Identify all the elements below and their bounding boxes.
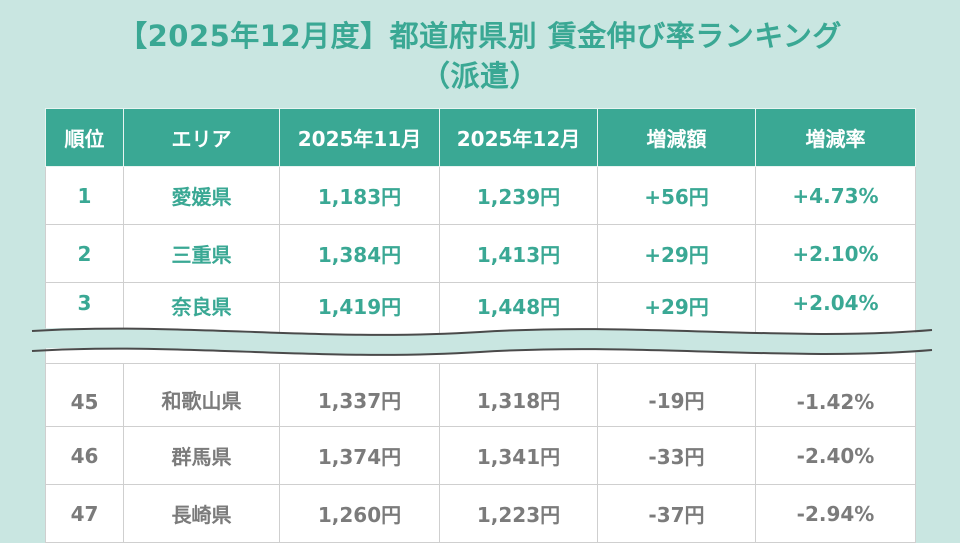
- cell-rank: 46: [45, 426, 124, 485]
- cell-nov: 1,384円: [279, 224, 440, 283]
- header-dec-2025: 2025年12月: [439, 108, 598, 167]
- header-rank: 順位: [45, 108, 124, 167]
- cell-change-amount: -19円: [597, 363, 756, 427]
- cell-area: 愛媛県: [123, 166, 280, 225]
- table-header-row: 順位 エリア 2025年11月 2025年12月 増減額 増減率: [45, 108, 916, 167]
- cell-change-rate: +2.04%: [755, 282, 916, 337]
- cell-dec: 1,223円: [439, 484, 598, 543]
- cell-change-amount: +29円: [597, 224, 756, 283]
- cell-change-rate: -2.94%: [755, 484, 916, 543]
- cell-nov: 1,337円: [279, 363, 440, 427]
- cell-area: 三重県: [123, 224, 280, 283]
- break-line-upper: [31, 327, 933, 336]
- cell-change-rate: -2.40%: [755, 426, 916, 485]
- cell-rank: 47: [45, 484, 124, 543]
- page-title: 【2025年12月度】都道府県別 賃金伸び率ランキング: [118, 19, 842, 53]
- cell-rank: 45: [45, 363, 124, 427]
- cell-nov: 1,260円: [279, 484, 440, 543]
- cell-change-rate: +2.10%: [755, 224, 916, 283]
- header-change-rate: 増減率: [755, 108, 916, 167]
- cell-dec: 1,413円: [439, 224, 598, 283]
- cell-change-amount: +56円: [597, 166, 756, 225]
- cell-change-rate: +4.73%: [755, 166, 916, 225]
- table-row: 46 群馬県 1,374円 1,341円 -33円 -2.40%: [45, 426, 916, 485]
- cell-dec: 1,318円: [439, 363, 598, 427]
- header-change-amount: 増減額: [597, 108, 756, 167]
- break-line-lower: [31, 347, 933, 356]
- header-nov-2025: 2025年11月: [279, 108, 440, 167]
- cell-change-rate: -1.42%: [755, 363, 916, 427]
- table-row: 47 長崎県 1,260円 1,223円 -37円 -2.94%: [45, 484, 916, 543]
- cell-change-amount: -33円: [597, 426, 756, 485]
- break-band: [0, 328, 960, 355]
- cell-dec: 1,341円: [439, 426, 598, 485]
- table-break-wave: [0, 327, 960, 356]
- header-area: エリア: [123, 108, 280, 167]
- cell-rank: 1: [45, 166, 124, 225]
- cell-area: 長崎県: [123, 484, 280, 543]
- table-row: 1 愛媛県 1,183円 1,239円 +56円 +4.73%: [45, 166, 916, 225]
- table-row: 2 三重県 1,384円 1,413円 +29円 +2.10%: [45, 224, 916, 283]
- cell-area: 群馬県: [123, 426, 280, 485]
- cell-rank: 2: [45, 224, 124, 283]
- cell-change-amount: +29円: [597, 282, 756, 337]
- cell-nov: 1,374円: [279, 426, 440, 485]
- table-row: 45 和歌山県 1,337円 1,318円 -19円 -1.42%: [45, 363, 916, 427]
- cell-change-amount: -37円: [597, 484, 756, 543]
- table-row: 3 奈良県 1,419円 1,448円 +29円 +2.04%: [45, 282, 916, 337]
- cell-area: 奈良県: [123, 282, 280, 337]
- page-subtitle: （派遣）: [420, 59, 539, 93]
- cell-nov: 1,419円: [279, 282, 440, 337]
- cell-dec: 1,239円: [439, 166, 598, 225]
- cell-nov: 1,183円: [279, 166, 440, 225]
- cell-area: 和歌山県: [123, 363, 280, 427]
